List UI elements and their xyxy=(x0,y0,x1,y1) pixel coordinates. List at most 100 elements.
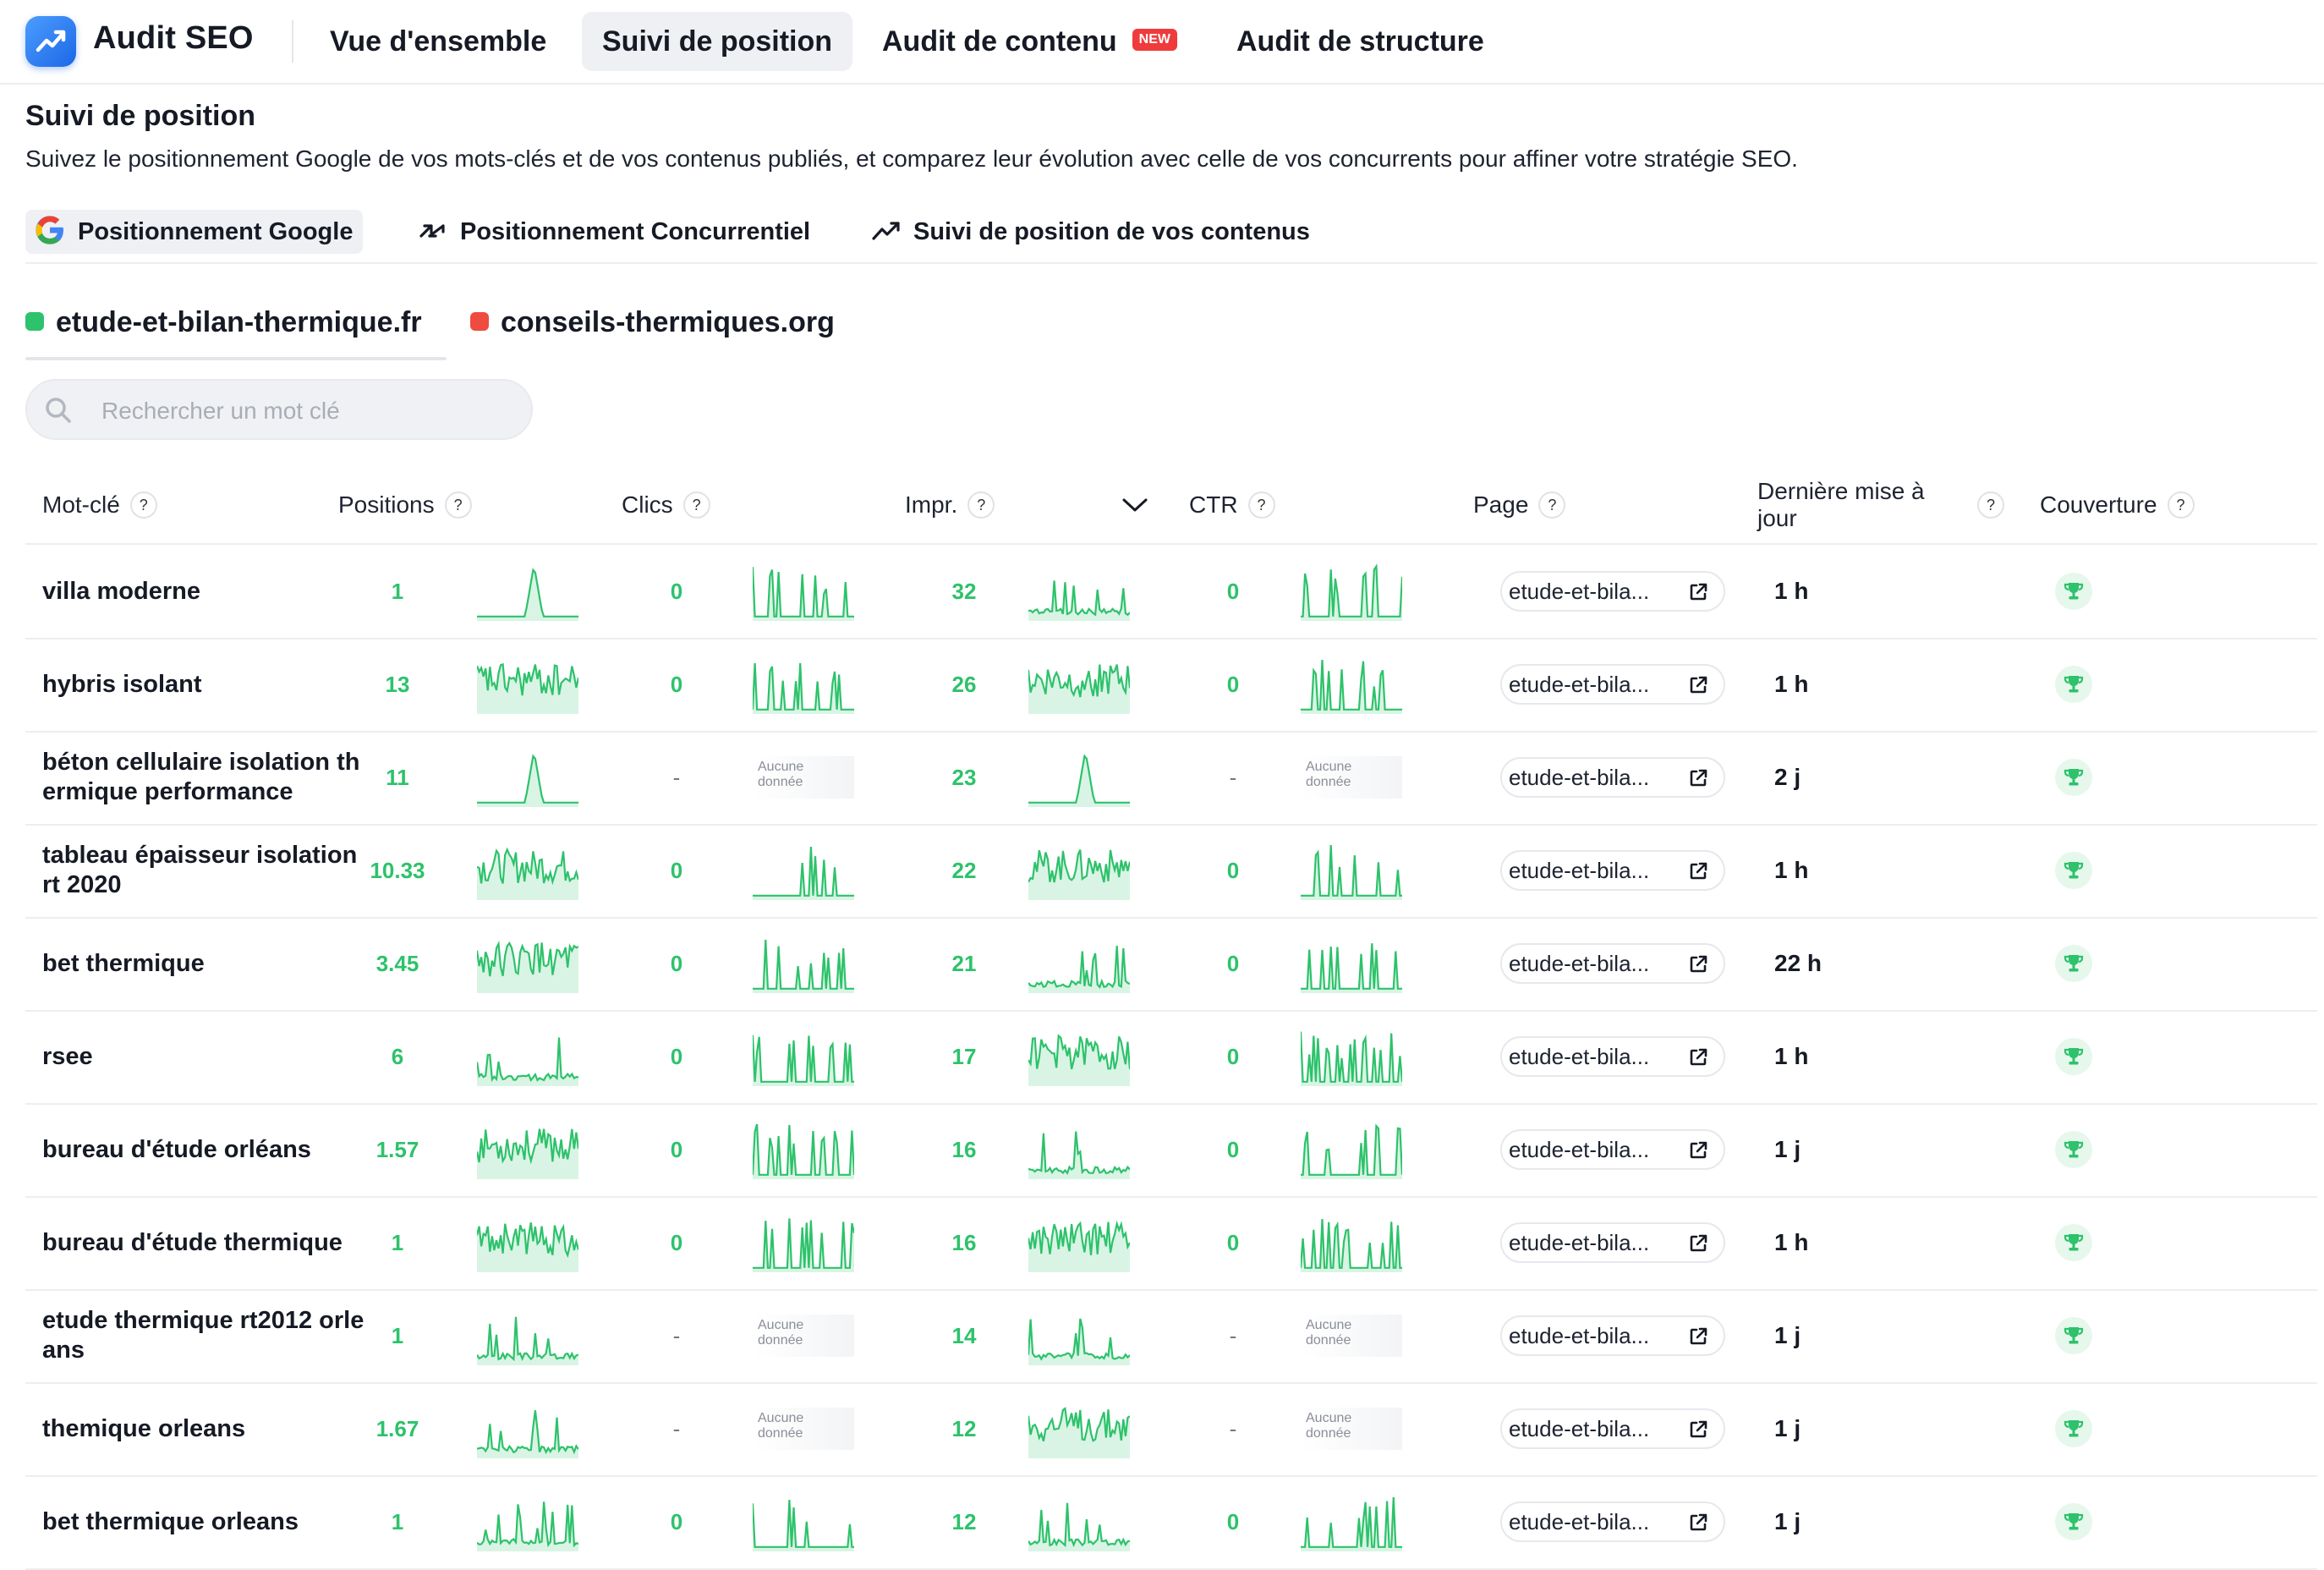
help-icon[interactable]: ? xyxy=(129,491,157,519)
table-row[interactable]: bet thermique 3.45 0 21 0 etude-et-bila... 22 … xyxy=(25,917,2317,1012)
sparkline-area xyxy=(1301,943,1402,993)
clicks-value: 0 xyxy=(670,858,683,883)
help-icon[interactable]: ? xyxy=(1538,491,1566,519)
sparkline-line xyxy=(1028,1220,1130,1255)
sparkline-area xyxy=(477,569,578,621)
page-link-chip[interactable]: etude-et-bila... xyxy=(1500,850,1725,891)
no-data-placeholder xyxy=(753,1315,854,1357)
table-row[interactable]: themique orleans 1.67 - Aucune donnée 12 - Auc… xyxy=(25,1382,2317,1477)
sparkline-line xyxy=(477,754,578,804)
external-link-icon[interactable] xyxy=(1688,954,1708,974)
app-logo-icon[interactable] xyxy=(25,16,76,67)
external-link-icon[interactable] xyxy=(1688,1326,1708,1347)
clicks-value: 0 xyxy=(670,1230,683,1255)
help-icon[interactable]: ? xyxy=(444,491,472,519)
column-impressions[interactable]: Impr.? xyxy=(905,467,995,543)
column-positions[interactable]: Positions? xyxy=(338,467,472,543)
external-link-icon[interactable] xyxy=(1688,1419,1708,1440)
external-link-icon[interactable] xyxy=(1688,768,1708,788)
table-row[interactable]: tableau épaisseur isolation rt 2020 10.33… xyxy=(25,824,2317,919)
table-row[interactable]: villa moderne 1 0 32 0 etude-et-bila... 1 h xyxy=(25,545,2317,640)
page-link-chip[interactable]: etude-et-bila... xyxy=(1500,757,1725,798)
page-link-chip[interactable]: etude-et-bila... xyxy=(1500,1222,1725,1263)
coverage-trophy-icon xyxy=(2055,1317,2092,1354)
subtab-suivi-contenus[interactable]: Suivi de position de vos contenus xyxy=(863,210,1320,254)
last-update-value: 22 h xyxy=(1774,950,1822,976)
external-link-icon[interactable] xyxy=(1688,1233,1708,1254)
keyword-cell: hybris isolant xyxy=(42,670,202,698)
table-row[interactable]: béton cellulaire isolation thermique per… xyxy=(25,731,2317,826)
subtab-positionnement-google[interactable]: Positionnement Google xyxy=(25,210,364,254)
sparkline-area xyxy=(1301,1219,1402,1272)
impressions-sparkline xyxy=(1028,664,1130,714)
column-coverage[interactable]: Couverture? xyxy=(2040,467,2195,543)
no-data-placeholder xyxy=(1301,1315,1402,1357)
column-last-update-label: Dernière mise à jour xyxy=(1757,478,1925,531)
positions-sparkline xyxy=(477,1316,578,1365)
column-ctr[interactable]: CTR? xyxy=(1189,467,1275,543)
impressions-sparkline xyxy=(1028,1502,1130,1551)
column-page[interactable]: Page? xyxy=(1473,467,1566,543)
page-link-chip[interactable]: etude-et-bila... xyxy=(1500,1408,1725,1449)
table-row[interactable]: etude thermique rt2012 orleans 1 - Aucune d… xyxy=(25,1289,2317,1384)
column-clicks[interactable]: Clics? xyxy=(622,467,710,543)
page-url: etude-et-bila... xyxy=(1509,1509,1650,1534)
help-icon[interactable]: ? xyxy=(2167,491,2195,519)
site-name: etude-et-bilan-thermique.fr xyxy=(56,306,422,338)
sparkline-line xyxy=(753,939,854,990)
page-link-chip[interactable]: etude-et-bila... xyxy=(1500,1129,1725,1170)
external-link-icon[interactable] xyxy=(1688,675,1708,695)
site-legend-competitor[interactable]: conseils-thermiques.org xyxy=(470,306,835,339)
sparkline-line xyxy=(1301,660,1402,711)
sparkline-line xyxy=(477,940,578,977)
table-row[interactable]: rsee 6 0 17 0 etude-et-bila... 1 h xyxy=(25,1010,2317,1105)
page-url: etude-et-bila... xyxy=(1509,858,1650,883)
table-row[interactable]: bureau d'étude thermique 1 0 16 0 etude-et-bi… xyxy=(25,1196,2317,1291)
coverage-trophy-icon xyxy=(2055,759,2092,796)
sparkline-line xyxy=(1028,1131,1130,1176)
page-link-chip[interactable]: etude-et-bila... xyxy=(1500,943,1725,984)
position-value: 3.45 xyxy=(375,951,419,976)
external-link-icon[interactable] xyxy=(1688,582,1708,602)
external-link-icon[interactable] xyxy=(1688,861,1708,881)
coverage-trophy-icon xyxy=(2055,1038,2092,1075)
column-ctr-label: CTR xyxy=(1189,491,1238,518)
impressions-sparkline xyxy=(1028,1034,1130,1086)
new-badge: NEW xyxy=(1132,29,1177,52)
help-icon[interactable]: ? xyxy=(1247,491,1275,519)
help-icon[interactable]: ? xyxy=(967,491,995,519)
column-last-update[interactable]: Dernière mise à jour? xyxy=(1757,467,2011,543)
table-row[interactable]: hybris isolant 13 0 26 0 etude-et-bila... 1 h xyxy=(25,638,2317,733)
table-row[interactable]: bureau d'étude orléans 1.57 0 16 0 etude-et-b… xyxy=(25,1103,2317,1198)
page-link-chip[interactable]: etude-et-bila... xyxy=(1500,1501,1725,1542)
tab-audit-structure[interactable]: Audit de structure xyxy=(1236,25,1484,58)
table-row[interactable]: bet thermique orleans 1 0 12 0 etude-et-bila.… xyxy=(25,1475,2317,1570)
sparkline-line xyxy=(1028,946,1130,990)
page-link-chip[interactable]: etude-et-bila... xyxy=(1500,1315,1725,1356)
sparkline-area xyxy=(477,1128,578,1179)
external-link-icon[interactable] xyxy=(1688,1512,1708,1533)
sort-chevron-down-icon[interactable] xyxy=(1121,467,1148,543)
tab-audit-contenu[interactable]: Audit de contenu NEW xyxy=(862,12,1198,71)
page-link-chip[interactable]: etude-et-bila... xyxy=(1500,571,1725,612)
external-link-icon[interactable] xyxy=(1688,1140,1708,1161)
sparkline-line xyxy=(477,1501,578,1548)
help-icon[interactable]: ? xyxy=(1977,491,2004,519)
ctr-sparkline xyxy=(1301,845,1402,900)
page-url: etude-et-bila... xyxy=(1509,579,1650,604)
external-link-icon[interactable] xyxy=(1688,1047,1708,1068)
tab-suivi-position[interactable]: Suivi de position xyxy=(582,12,853,71)
site-legend-own[interactable]: etude-et-bilan-thermique.fr xyxy=(25,306,422,339)
column-keyword[interactable]: Mot-clé? xyxy=(42,467,157,543)
impressions-value: 16 xyxy=(951,1230,977,1255)
coverage-trophy-icon xyxy=(2055,1410,2092,1447)
no-data-label: Aucune donnée xyxy=(758,1318,804,1348)
subtab-positionnement-concurrentiel[interactable]: Positionnement Concurrentiel xyxy=(409,210,820,254)
help-icon[interactable]: ? xyxy=(682,491,710,519)
impressions-sparkline xyxy=(1028,1407,1130,1458)
position-value: 1 xyxy=(391,579,404,604)
page-link-chip[interactable]: etude-et-bila... xyxy=(1500,1036,1725,1077)
search-input[interactable] xyxy=(100,389,509,433)
tab-vue-ensemble[interactable]: Vue d'ensemble xyxy=(330,25,547,58)
page-link-chip[interactable]: etude-et-bila... xyxy=(1500,664,1725,705)
